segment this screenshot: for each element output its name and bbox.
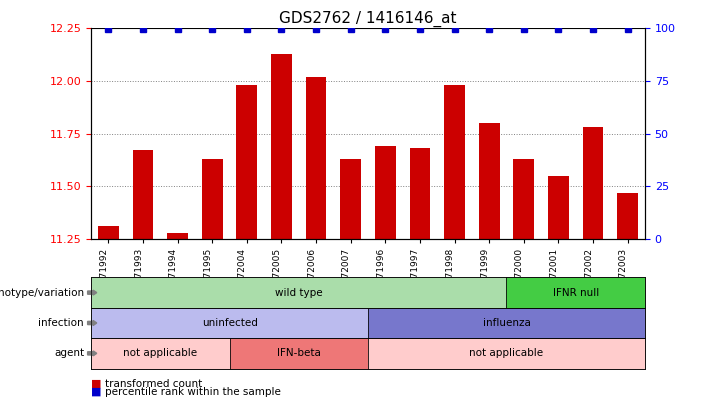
Bar	[132, 151, 154, 239]
Bar	[202, 159, 223, 239]
Bar	[375, 146, 396, 239]
Text: uninfected: uninfected	[202, 318, 257, 328]
Text: agent: agent	[54, 348, 84, 358]
Text: ■: ■	[91, 387, 102, 397]
Text: not applicable: not applicable	[123, 348, 198, 358]
Text: ■: ■	[91, 379, 102, 389]
Text: influenza: influenza	[482, 318, 531, 328]
Bar	[444, 85, 465, 239]
Text: not applicable: not applicable	[470, 348, 543, 358]
Bar	[168, 232, 188, 239]
Text: wild type: wild type	[275, 288, 322, 298]
Bar	[271, 53, 292, 239]
Text: IFN-beta: IFN-beta	[277, 348, 321, 358]
Text: infection: infection	[39, 318, 84, 328]
Text: percentile rank within the sample: percentile rank within the sample	[105, 387, 281, 397]
Text: genotype/variation: genotype/variation	[0, 288, 84, 298]
Title: GDS2762 / 1416146_at: GDS2762 / 1416146_at	[279, 11, 457, 27]
Text: IFNR null: IFNR null	[552, 288, 599, 298]
Bar	[583, 127, 604, 239]
Bar	[409, 148, 430, 239]
Text: transformed count: transformed count	[105, 379, 203, 389]
Bar	[548, 176, 569, 239]
Bar	[306, 77, 327, 239]
Bar	[513, 159, 534, 239]
Bar	[98, 226, 119, 239]
Bar	[341, 159, 361, 239]
Bar	[479, 123, 500, 239]
Bar	[236, 85, 257, 239]
Bar	[618, 193, 638, 239]
